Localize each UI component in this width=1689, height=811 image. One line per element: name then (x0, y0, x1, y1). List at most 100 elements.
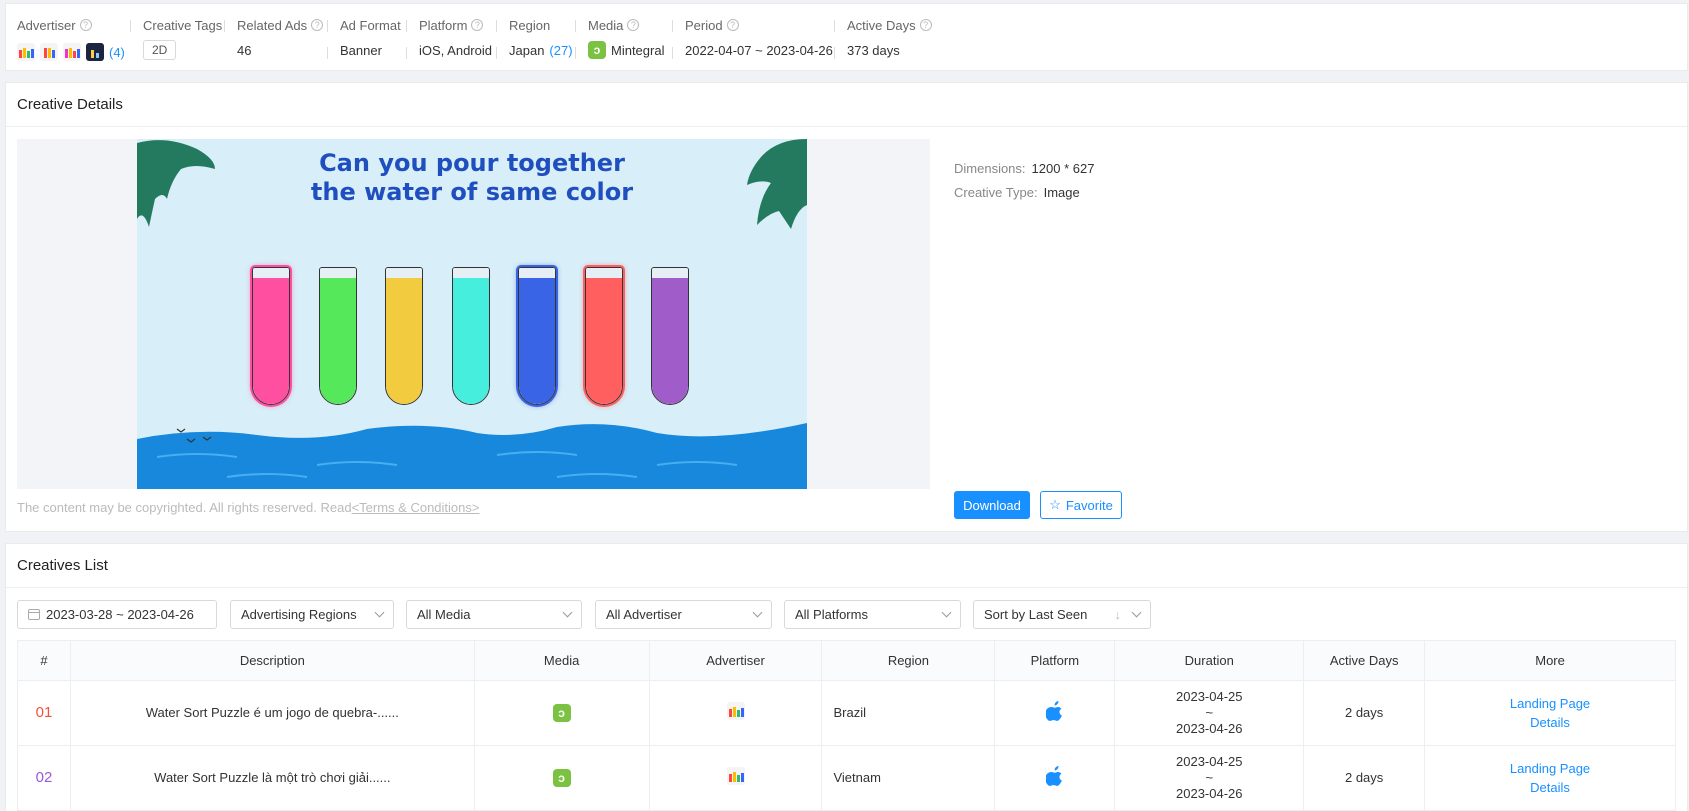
chevron-down-icon (752, 607, 763, 618)
advertiser-filter[interactable]: All Advertiser (595, 600, 772, 629)
meta-related-ads: Related Ads? 46 (237, 16, 324, 58)
row-more: Landing Page Details (1424, 745, 1676, 811)
help-icon[interactable]: ? (311, 19, 324, 31)
advertiser-app-icon[interactable] (86, 43, 104, 61)
regions-filter[interactable]: Advertising Regions (230, 600, 394, 629)
chevron-down-icon (1131, 607, 1142, 618)
meta-ad-format: Ad Format Banner (340, 16, 401, 59)
advertiser-app-icon[interactable] (726, 702, 745, 720)
meta-region: Region Japan (27) (509, 16, 573, 59)
row-media: ↄ (473, 745, 650, 811)
ad-headline-line-1: Can you pour together (319, 149, 625, 177)
advertiser-count[interactable]: (4) (109, 44, 125, 60)
platforms-filter[interactable]: All Platforms (784, 600, 961, 629)
creative-preview-frame: Can you pour together the water of same … (17, 139, 930, 489)
row-rank: 02 (17, 745, 71, 811)
platforms-filter-value: All Platforms (795, 607, 868, 622)
dimensions-label: Dimensions: (954, 161, 1026, 176)
sort-select[interactable]: Sort by Last Seen ↓ (973, 600, 1151, 629)
water-tube (318, 267, 357, 405)
table-row[interactable]: 02 Water Sort Puzzle là một trò chơi giải… (17, 745, 1676, 811)
dimensions-row: Dimensions: 1200 * 627 (954, 161, 1094, 176)
col-rank: # (17, 640, 71, 681)
mintegral-icon: ↄ (552, 769, 571, 787)
date-range-picker[interactable]: 2023-03-28 ~ 2023-04-26 (17, 600, 217, 629)
advertiser-app-icon[interactable] (40, 43, 58, 61)
meta-creative-tags: Creative Tags 2D (143, 16, 222, 60)
advertiser-app-icon[interactable] (63, 43, 81, 61)
region-count[interactable]: (27) (549, 43, 573, 58)
creatives-list-panel: Creatives List 2023-03-28 ~ 2023-04-26 A… (5, 543, 1688, 811)
tag-2d[interactable]: 2D (143, 40, 177, 60)
meta-advertiser: Advertiser? (4) (17, 16, 125, 61)
terms-link[interactable]: <Terms & Conditions> (351, 500, 480, 515)
period-label: Period (685, 17, 723, 33)
duration-start: 2023-04-25 (1176, 754, 1243, 769)
row-more: Landing Page Details (1424, 680, 1676, 746)
creatives-table: # Description Media Advertiser Region Pl… (17, 640, 1676, 811)
details-link[interactable]: Details (1530, 714, 1570, 730)
duration-separator: ~ (1205, 770, 1214, 785)
favorite-button[interactable]: ☆ Favorite (1040, 491, 1122, 519)
active-days-label: Active Days (847, 17, 916, 33)
water-tube (252, 267, 290, 405)
row-media: ↄ (473, 680, 650, 746)
creative-scene (137, 139, 807, 489)
details-link[interactable]: Details (1530, 779, 1570, 795)
creative-type-value: Image (1043, 185, 1080, 200)
row-active-days: 2 days (1303, 745, 1426, 811)
media-label: Media (588, 17, 624, 33)
media-filter[interactable]: All Media (406, 600, 582, 629)
help-icon[interactable]: ? (726, 19, 739, 31)
row-rank: 01 (17, 680, 71, 746)
date-range-value: 2023-03-28 ~ 2023-04-26 (46, 607, 194, 622)
col-platform: Platform (994, 640, 1116, 681)
creative-meta-bar: Advertiser? (4) Creative Tags 2D Related… (5, 3, 1688, 71)
row-description: Water Sort Puzzle là một trò chơi giải..… (69, 745, 475, 811)
download-button[interactable]: Download (954, 491, 1030, 519)
help-icon[interactable]: ? (471, 19, 484, 31)
landing-page-link[interactable]: Landing Page (1509, 760, 1591, 776)
duration-start: 2023-04-25 (1176, 689, 1243, 704)
col-region: Region (821, 640, 996, 681)
creative-details-panel: Creative Details Can you pour together t… (5, 82, 1688, 532)
star-icon: ☆ (1049, 497, 1061, 512)
advertiser-label: Advertiser (17, 17, 76, 33)
active-days-value: 373 days (847, 43, 900, 58)
row-duration: 2023-04-25 ~2023-04-26 (1114, 745, 1305, 811)
table-row[interactable]: 01 Water Sort Puzzle é um jogo de quebra-… (17, 680, 1676, 746)
creative-image[interactable]: Can you pour together the water of same … (137, 139, 807, 489)
help-icon[interactable]: ? (627, 19, 640, 31)
region-value: Japan (509, 43, 545, 58)
advertiser-filter-value: All Advertiser (606, 607, 682, 622)
help-icon[interactable]: ? (919, 19, 932, 31)
duration-separator: ~ (1205, 705, 1214, 720)
calendar-icon (28, 609, 40, 620)
platform-label: Platform (419, 17, 468, 33)
media-value: Mintegral (611, 42, 665, 58)
sort-value: Sort by Last Seen (984, 607, 1088, 622)
ad-format-label: Ad Format (340, 17, 401, 33)
help-icon[interactable]: ? (79, 19, 92, 31)
advertiser-app-icon[interactable] (726, 767, 745, 785)
creatives-list-title: Creatives List (6, 544, 1687, 588)
apple-icon (1045, 701, 1064, 726)
duration-end: 2023-04-26 (1176, 721, 1243, 736)
row-region: Vietnam (821, 745, 996, 811)
advertiser-app-icon[interactable] (17, 43, 35, 61)
row-platform (994, 680, 1116, 746)
row-active-days: 2 days (1303, 680, 1426, 746)
landing-page-link[interactable]: Landing Page (1509, 695, 1591, 711)
table-header-row: # Description Media Advertiser Region Pl… (17, 640, 1676, 681)
favorite-label: Favorite (1065, 497, 1113, 513)
disclaimer-text: The content may be copyrighted. All righ… (17, 500, 352, 515)
row-advertiser (648, 680, 823, 746)
creative-type-row: Creative Type: Image (954, 185, 1080, 200)
water-tube (651, 267, 689, 405)
mintegral-icon: ↄ (552, 704, 571, 722)
col-advertiser: Advertiser (648, 640, 823, 681)
meta-platform: Platform? iOS, Android (419, 16, 492, 59)
row-description: Water Sort Puzzle é um jogo de quebra-..… (69, 680, 475, 746)
water-tube (451, 267, 490, 405)
ad-format-value: Banner (340, 43, 382, 58)
